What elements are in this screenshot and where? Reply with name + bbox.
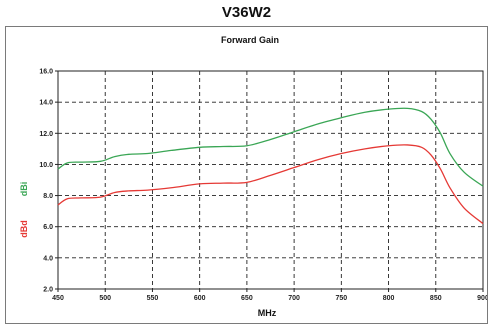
- page-title: V36W2: [221, 4, 272, 21]
- x-tick-label-800: 800: [383, 295, 395, 302]
- x-tick-label-700: 700: [288, 295, 300, 302]
- plot-area: [57, 70, 484, 290]
- x-tick-label-550: 550: [147, 295, 159, 302]
- y-axis-label-dbd: dBd: [19, 220, 29, 238]
- series-line-dbd: [57, 144, 484, 225]
- forward-gain-chart: Forward Gain 450 500 550 600 650 700 750 800 850…: [19, 35, 487, 318]
- chart-title: Forward Gain: [221, 35, 279, 45]
- x-tick-label-900: 900: [477, 295, 487, 302]
- series-lines: [57, 107, 484, 225]
- y-tick-label-12.0: 12.0: [39, 131, 53, 138]
- y-axis-label-dbi: dBi: [19, 182, 29, 197]
- x-tick-label-500: 500: [99, 295, 111, 302]
- grid: [55, 70, 484, 292]
- x-tick-label-750: 750: [335, 295, 347, 302]
- x-tick-label-450: 450: [52, 295, 64, 302]
- chart-frame: Forward Gain 450 500 550 600 650 700 750 800 850…: [5, 26, 488, 324]
- x-axis-label: MHz: [258, 308, 277, 318]
- y-tick-label-14.0: 14.0: [39, 100, 53, 107]
- series-line-dbi: [57, 107, 484, 187]
- y-tick-label-16.0: 16.0: [39, 69, 53, 76]
- x-tick-label-850: 850: [430, 295, 442, 302]
- y-axis-ticks: 2.0 4.0 6.0 8.0 10.0 12.0 14.0 16.0: [39, 69, 53, 294]
- y-tick-label-4.0: 4.0: [43, 255, 53, 262]
- y-tick-label-8.0: 8.0: [43, 193, 53, 200]
- y-tick-label-2.0: 2.0: [43, 287, 53, 294]
- y-tick-label-10.0: 10.0: [39, 162, 53, 169]
- x-tick-label-650: 650: [241, 295, 253, 302]
- y-tick-label-6.0: 6.0: [43, 224, 53, 231]
- x-tick-label-600: 600: [194, 295, 206, 302]
- x-axis-ticks: 450 500 550 600 650 700 750 800 850 900: [52, 295, 487, 302]
